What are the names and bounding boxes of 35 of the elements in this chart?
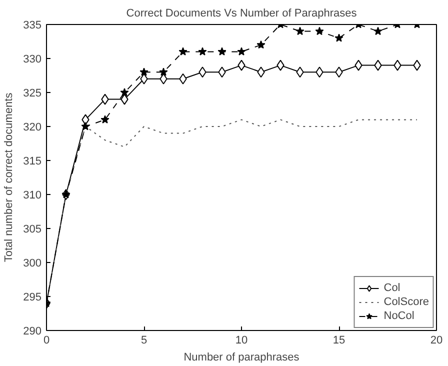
y-tick-label: 300 <box>23 258 42 270</box>
y-tick-label: 325 <box>23 88 42 100</box>
point <box>237 47 246 56</box>
legend-label: NoCol <box>384 309 414 323</box>
x-tick-label: 10 <box>235 334 248 346</box>
point <box>296 26 304 36</box>
point <box>140 68 148 76</box>
x-tick-label: 15 <box>332 334 346 346</box>
x-tick-label: 0 <box>43 334 50 346</box>
point <box>256 40 266 49</box>
legend-label: ColScore <box>384 295 429 309</box>
y-tick-label: 290 <box>23 326 42 338</box>
point <box>198 47 207 56</box>
x-tick-label: 20 <box>430 334 443 346</box>
y-tick-label: 310 <box>23 190 42 202</box>
y-tick-label: 315 <box>23 156 42 168</box>
legend-label: Col <box>384 281 402 295</box>
point <box>218 47 226 56</box>
point <box>178 47 188 56</box>
point <box>120 88 129 96</box>
y-tick-label: 335 <box>23 20 42 32</box>
point <box>81 122 90 130</box>
point <box>100 115 110 124</box>
point <box>334 34 344 42</box>
point <box>159 68 168 76</box>
y-tick-label: 320 <box>23 122 42 134</box>
y-axis-title: Total number of correct documents <box>3 92 16 262</box>
y-tick-label: 305 <box>23 224 42 236</box>
y-tick-label: 295 <box>23 292 42 304</box>
x-tick-label: 5 <box>140 334 148 346</box>
y-tick-label: 330 <box>23 54 42 66</box>
point <box>374 26 382 36</box>
point <box>315 26 324 36</box>
x-axis-title: Number of paraphrases <box>184 352 300 364</box>
chart-title: Correct Documents Vs Number of Paraphrases <box>126 8 358 20</box>
